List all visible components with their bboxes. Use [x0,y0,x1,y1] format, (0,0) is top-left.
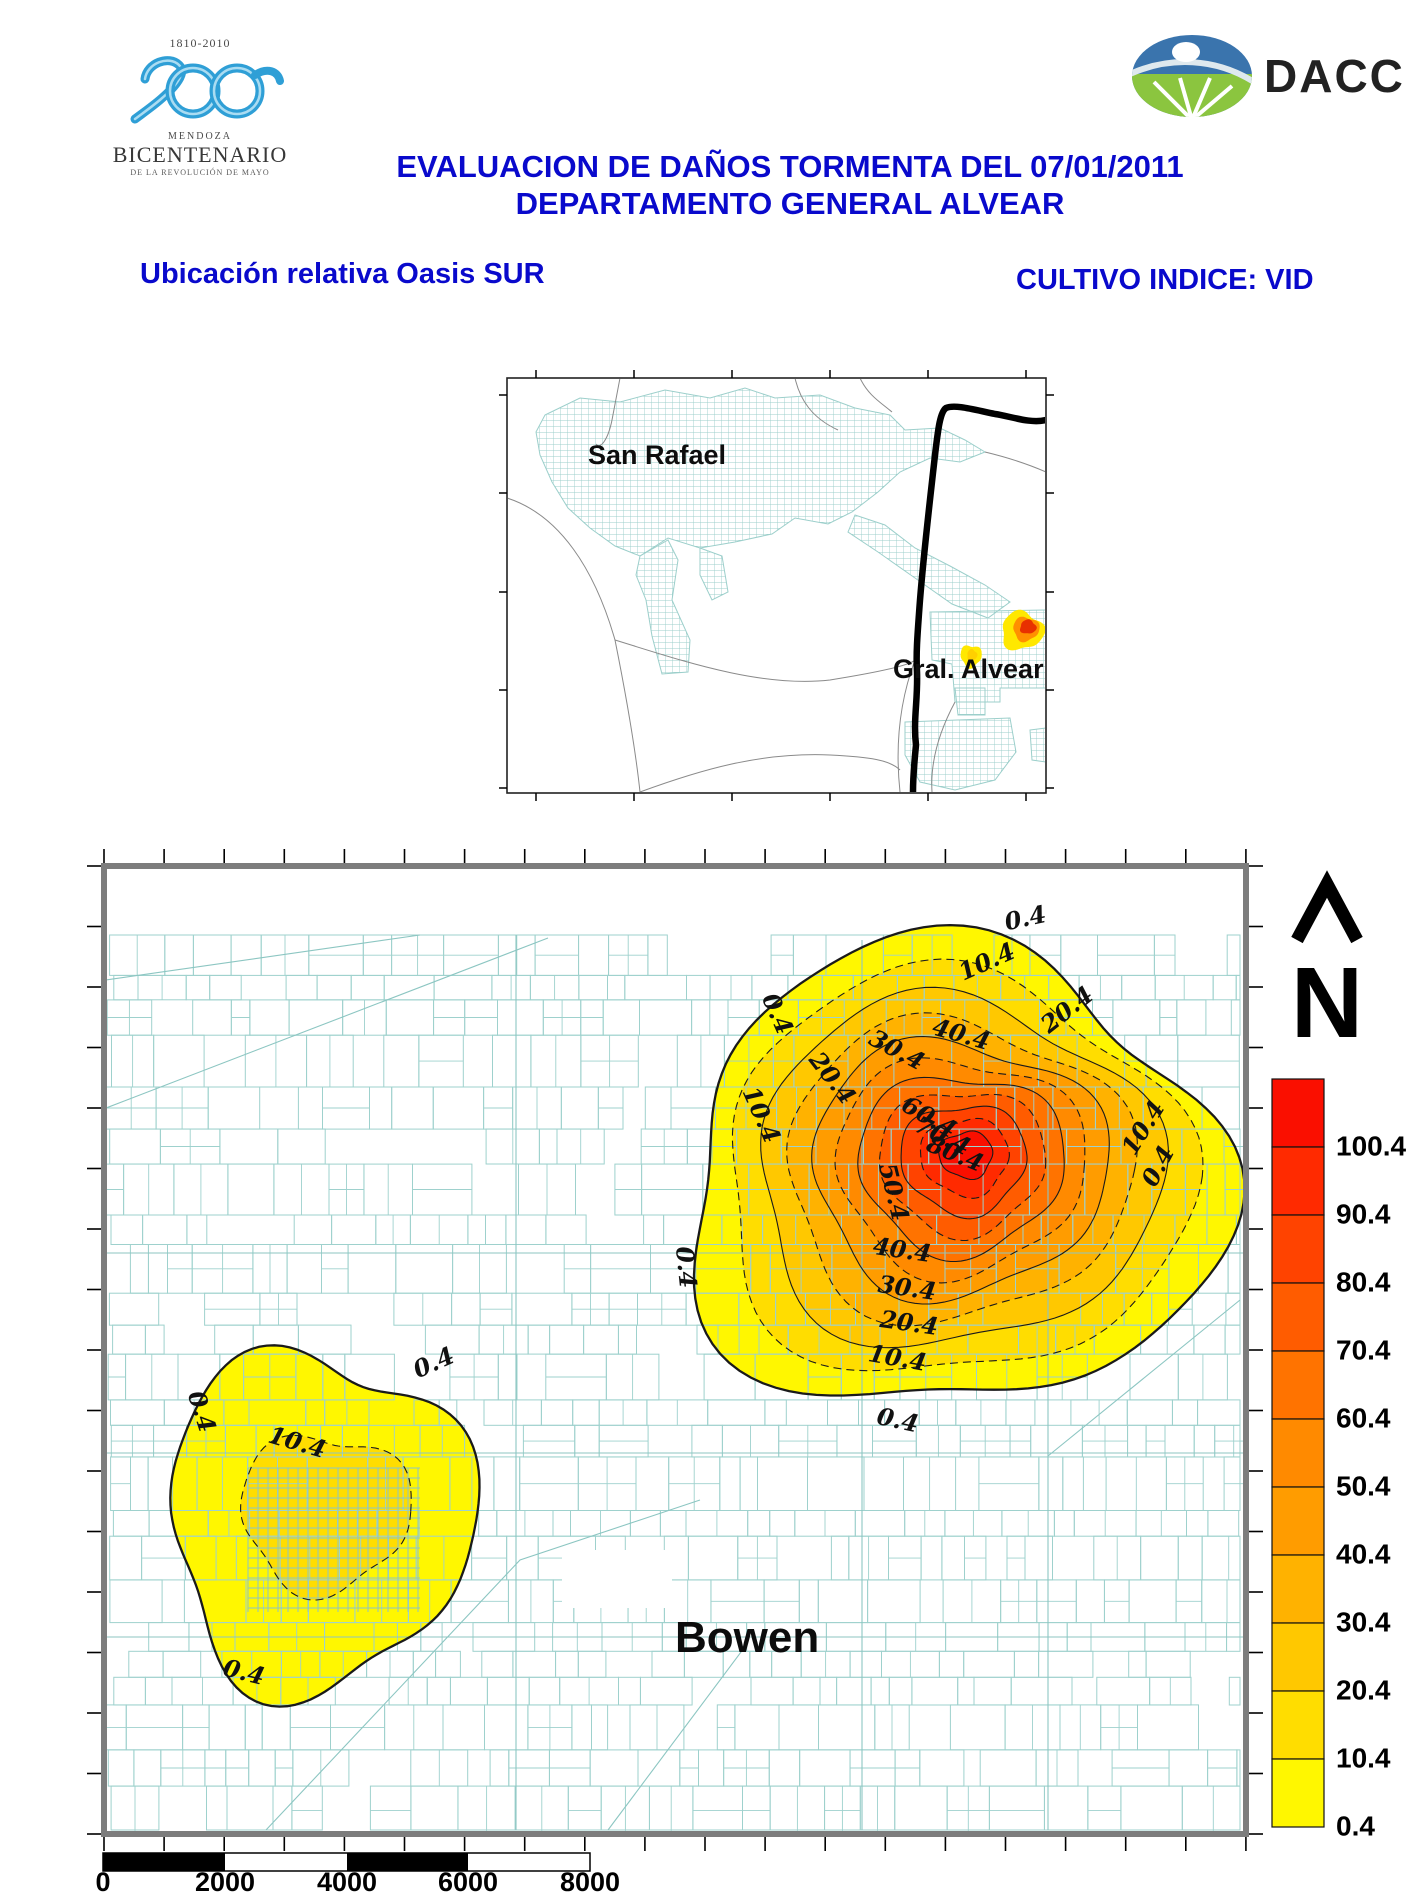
legend-label: 100.4 [1336,1130,1406,1161]
legend-swatch [1271,1214,1325,1284]
legend-label: 40.4 [1336,1538,1391,1569]
dacc-logo: DACC [1132,35,1403,117]
legend-swatch [1271,1690,1325,1760]
parcel-texture [107,934,1243,1831]
legend-label: 10.4 [1336,1742,1391,1773]
parcel-cluster [954,687,986,716]
legend-label: 50.4 [1336,1470,1391,1501]
scale-label: 8000 [560,1867,620,1894]
title-line2: DEPARTAMENTO GENERAL ALVEAR [515,186,1065,221]
san-rafael-label: San Rafael [588,440,726,470]
bowen-label: Bowen [675,1613,819,1662]
north-arrow: N [1291,870,1363,1059]
legend-label: 90.4 [1336,1198,1391,1229]
bicentenario-region: MENDOZA [168,131,232,142]
legend-label: 80.4 [1336,1266,1391,1297]
legend-label: 60.4 [1336,1402,1391,1433]
bicentenario-name: BICENTENARIO [112,142,288,167]
parcel-cluster [635,539,691,675]
main-map-border [101,863,1249,1837]
locator-map: San Rafael Gral. Alvear [499,370,1054,801]
legend-swatch [1271,1282,1325,1352]
gral-alvear-label: Gral. Alvear [893,654,1044,684]
north-letter: N [1291,947,1363,1059]
locator-frame [506,377,1047,794]
bicentenario-years: 1810-2010 [169,36,231,50]
title-line1: EVALUACION DE DAÑOS TORMENTA DEL 07/01/2… [396,149,1184,184]
subtitle-right: CULTIVO INDICE: VID [1016,264,1314,296]
bicentenario-ribbon-icon [130,56,284,124]
scale-bar: 0 2000 4000 6000 8000 [95,1852,620,1894]
report-title: EVALUACION DE DAÑOS TORMENTA DEL 07/01/2… [360,148,1220,222]
scale-label: 4000 [317,1867,377,1894]
legend-swatch [1271,1486,1325,1556]
dacc-sun-icon [1172,42,1200,62]
scale-label: 6000 [438,1867,498,1894]
damage-contour-lines [169,923,1243,1708]
locator-ticks [499,370,1054,801]
legend-swatch [1271,1418,1325,1488]
scale-label: 0 [95,1867,110,1894]
color-scale-legend: 100.4 90.4 80.4 70.4 60.4 50.4 40.4 30.4 20.4 10.… [1271,1078,1406,1841]
bicentenario-logo: 1810-2010 MENDOZA BICENTENARIO DE LA REV… [95,36,305,177]
parcel-cluster [1029,727,1045,763]
scale-label: 2000 [195,1867,255,1894]
parcel-cluster [535,387,987,557]
legend-label: 30.4 [1336,1606,1391,1637]
main-map-figure: 0.410.420.430.4 40.40.420.410.40.450.460.… [87,849,1406,1894]
subtitle-left: Ubicación relativa Oasis SUR [140,258,545,290]
legend-swatch [1271,1622,1325,1692]
parcel-cluster [699,547,729,601]
legend-label: 0.4 [1336,1810,1375,1841]
route-line [909,403,1045,792]
legend-label: 20.4 [1336,1674,1391,1705]
legend-label: 70.4 [1336,1334,1391,1365]
legend-swatch [1271,1146,1325,1216]
north-chevron-icon [1291,870,1363,944]
parcel-cluster [847,514,1011,619]
main-map-ticks [87,849,1263,1851]
dacc-wordmark: DACC [1264,50,1403,102]
bicentenario-tagline: DE LA REVOLUCIÓN DE MAYO [130,168,270,177]
contour-label: 0.4 [670,1245,703,1290]
legend-swatch [1271,1554,1325,1624]
legend-swatch [1271,1758,1325,1828]
legend-swatch [1271,1078,1325,1148]
legend-swatch [1271,1350,1325,1420]
damage-contour-fills [170,925,1243,1707]
